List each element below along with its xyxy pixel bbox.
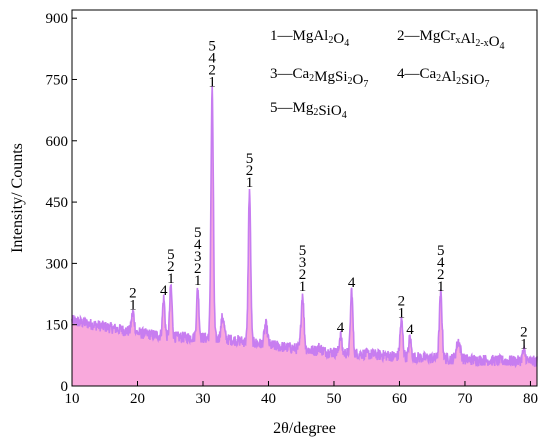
x-axis-label: 2θ/degree [273, 420, 336, 437]
peak-label: 4 [194, 237, 202, 253]
peak-label: 1 [129, 297, 137, 313]
plot-area [71, 9, 538, 387]
peak-label: 1 [520, 336, 528, 352]
peak-label: 4 [208, 51, 216, 67]
peak-label: 1 [194, 273, 202, 289]
peak-label: 2 [437, 267, 445, 283]
legend: 1—MgAl2O4 2—MgCrxAl2-xO4 3—Ca2MgSi2O7 4—Ca2… [270, 28, 505, 121]
legend-item-4: 4—Ca2Al2SiO7 [397, 66, 490, 90]
x-tick-label: 80 [523, 391, 538, 407]
x-tick-label: 20 [130, 391, 145, 407]
peak-label: 2 [194, 261, 202, 277]
peak-label: 5 [167, 247, 175, 263]
peak-label: 1 [398, 306, 406, 322]
x-axis: 10 20 30 40 50 60 70 80 [65, 381, 538, 407]
x-tick-label: 50 [326, 391, 341, 407]
legend-item-5: 5—Mg2SiO4 [270, 100, 347, 121]
peak-label: 5 [208, 39, 216, 55]
legend-item-1: 1—MgAl2O4 [270, 28, 349, 49]
y-axis: 0 150 300 450 600 750 900 [46, 11, 77, 395]
x-tick-label: 10 [65, 391, 80, 407]
y-tick-label: 750 [46, 72, 69, 88]
y-tick-label: 600 [46, 134, 69, 150]
peak-label: 4 [160, 283, 168, 299]
intensity-line [71, 86, 538, 369]
peak-label: 2 [520, 324, 528, 340]
intensity-area [72, 86, 537, 386]
y-tick-label: 450 [46, 195, 69, 211]
peak-label: 2 [167, 259, 175, 275]
peak-label: 3 [194, 249, 202, 265]
peak-label: 5 [437, 243, 445, 259]
peak-label: 4 [406, 322, 414, 338]
peak-label: 3 [299, 255, 307, 271]
peak-label: 4 [337, 320, 345, 336]
peak-label: 4 [348, 275, 356, 291]
x-tick-label: 40 [261, 391, 276, 407]
peak-label: 5 [194, 225, 202, 241]
y-tick-label: 150 [46, 318, 69, 334]
peak-label: 1 [246, 175, 254, 191]
peak-label: 1 [167, 271, 175, 287]
x-tick-label: 60 [392, 391, 407, 407]
peak-label: 5 [299, 243, 307, 259]
legend-item-2: 2—MgCrxAl2-xO4 [397, 28, 505, 52]
plot-frame [71, 9, 538, 387]
y-tick-label: 0 [61, 379, 69, 395]
y-tick-label: 300 [46, 256, 69, 272]
x-tick-label: 30 [195, 391, 210, 407]
peak-label: 2 [129, 285, 137, 301]
y-tick-label: 900 [46, 11, 69, 27]
x-tick-label: 70 [457, 391, 472, 407]
peak-label: 5 [246, 151, 254, 167]
peak-label: 2 [208, 63, 216, 79]
peak-label: 2 [398, 294, 406, 310]
peak-label: 4 [437, 255, 445, 271]
peak-label: 2 [246, 163, 254, 179]
peak-label: 1 [299, 279, 307, 295]
peak-label: 1 [208, 75, 216, 91]
peak-label: 2 [299, 267, 307, 283]
y-axis-label: Intensity/ Counts [9, 143, 26, 253]
legend-item-3: 3—Ca2MgSi2O7 [270, 66, 368, 90]
peak-label: 1 [437, 279, 445, 295]
